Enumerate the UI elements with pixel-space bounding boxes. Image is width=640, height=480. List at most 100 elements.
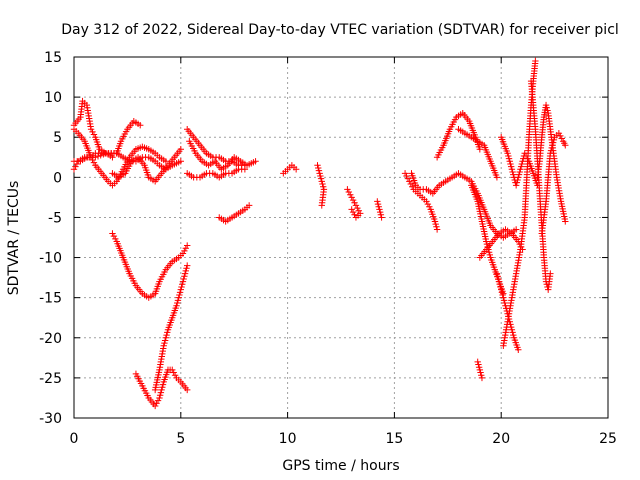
data-point-s6 xyxy=(112,235,119,243)
data-point-s8 xyxy=(179,281,186,288)
data-point-s14 xyxy=(315,167,323,174)
data-point-s7 xyxy=(184,386,191,394)
data-point-s4 xyxy=(97,152,104,159)
data-point-s4 xyxy=(92,154,99,161)
x-tick-label: 0 xyxy=(70,431,79,447)
data-point-s20 xyxy=(493,174,501,181)
data-point-s8 xyxy=(163,331,170,339)
data-point-s17 xyxy=(401,170,409,177)
data-point-s8 xyxy=(161,339,168,347)
y-tick-label: 10 xyxy=(44,90,62,106)
data-point-s16 xyxy=(376,208,384,216)
data-point-s26 xyxy=(519,158,526,165)
y-tick-label: 0 xyxy=(53,170,62,186)
data-point-s8 xyxy=(174,297,182,304)
data-point-s26 xyxy=(510,171,517,178)
data-point-s6 xyxy=(181,247,188,255)
x-tick-label: 10 xyxy=(279,431,297,447)
data-point-s14 xyxy=(319,180,326,188)
data-point-s14 xyxy=(317,175,325,182)
data-point-s5 xyxy=(177,146,184,153)
data-point-s1 xyxy=(90,131,98,138)
data-point-s16 xyxy=(378,214,385,221)
data-point-s26 xyxy=(505,152,512,160)
data-point-s29 xyxy=(547,150,554,157)
data-point-s28 xyxy=(544,107,551,114)
data-point-s8 xyxy=(176,291,183,299)
data-point-s6 xyxy=(182,244,189,252)
data-point-s14 xyxy=(317,172,324,180)
data-point-s6 xyxy=(179,250,187,257)
data-point-s26 xyxy=(504,150,511,157)
x-axis-label: GPS time / hours xyxy=(282,458,399,474)
data-point-s8 xyxy=(176,289,184,296)
data-point-s22 xyxy=(475,361,482,368)
y-tick-label: -10 xyxy=(39,251,62,267)
data-point-s24 xyxy=(509,329,516,336)
data-point-s17 xyxy=(432,220,439,228)
data-point-s8 xyxy=(178,283,185,291)
data-point-s3 xyxy=(72,163,79,170)
data-point-s7 xyxy=(153,400,160,407)
y-tick-label: 5 xyxy=(53,130,62,146)
data-point-s8 xyxy=(161,337,169,344)
data-point-s3 xyxy=(70,166,78,173)
data-point-s22 xyxy=(474,358,481,366)
data-point-s14 xyxy=(315,164,322,172)
data-point-s15 xyxy=(347,191,354,198)
data-point-s26 xyxy=(514,176,521,184)
y-axis-label: SDTVAR / TECUs xyxy=(6,181,22,296)
data-point-s2 xyxy=(162,158,170,165)
data-point-s8 xyxy=(173,302,180,309)
data-point-s26 xyxy=(516,168,523,176)
data-point-s24 xyxy=(495,278,503,285)
data-point-s26 xyxy=(513,179,521,186)
data-point-s26 xyxy=(517,163,525,170)
data-point-s26 xyxy=(509,168,516,176)
data-point-s26 xyxy=(522,152,530,160)
data-point-s22 xyxy=(475,363,483,371)
data-point-s12 xyxy=(245,202,253,209)
data-point-s24 xyxy=(498,289,506,296)
data-point-s24 xyxy=(497,283,504,291)
data-point-s26 xyxy=(515,174,522,181)
data-point-s15 xyxy=(351,211,358,218)
data-point-s21 xyxy=(483,238,490,245)
data-point-s17 xyxy=(403,172,410,180)
data-point-s26 xyxy=(521,150,528,157)
data-point-s29 xyxy=(562,142,569,149)
data-point-s24 xyxy=(501,299,508,307)
grid-lines xyxy=(74,57,608,418)
data-point-s8 xyxy=(183,265,190,272)
data-point-s14 xyxy=(314,162,321,169)
data-point-s15 xyxy=(345,188,353,196)
y-tick-label: -25 xyxy=(39,371,62,387)
data-point-s7 xyxy=(158,386,165,394)
x-tick-label: 20 xyxy=(492,431,510,447)
data-point-s15 xyxy=(352,214,360,221)
data-point-s25 xyxy=(532,57,539,65)
data-point-s8 xyxy=(177,286,184,293)
data-point-s7 xyxy=(159,381,167,388)
data-point-s4 xyxy=(94,153,102,160)
data-point-s4 xyxy=(137,121,144,129)
x-tick-label: 25 xyxy=(599,431,617,447)
data-point-s7 xyxy=(157,389,165,396)
data-point-s14 xyxy=(318,178,325,185)
data-point-s26 xyxy=(518,160,526,168)
plot-frame xyxy=(73,56,609,419)
data-point-s1 xyxy=(109,154,116,161)
data-point-s29 xyxy=(549,142,556,149)
data-point-s27 xyxy=(547,270,554,277)
data-point-s16 xyxy=(374,198,381,205)
data-point-s15 xyxy=(348,206,355,213)
data-point-s16 xyxy=(374,200,382,208)
data-point-s29 xyxy=(550,136,558,144)
data-point-s24 xyxy=(493,270,501,277)
data-point-s24 xyxy=(499,291,506,299)
data-point-s13 xyxy=(292,166,300,173)
data-point-s6 xyxy=(110,232,118,240)
data-point-s28 xyxy=(543,104,550,112)
data-point-s8 xyxy=(180,275,187,283)
data-point-s24 xyxy=(500,297,508,304)
